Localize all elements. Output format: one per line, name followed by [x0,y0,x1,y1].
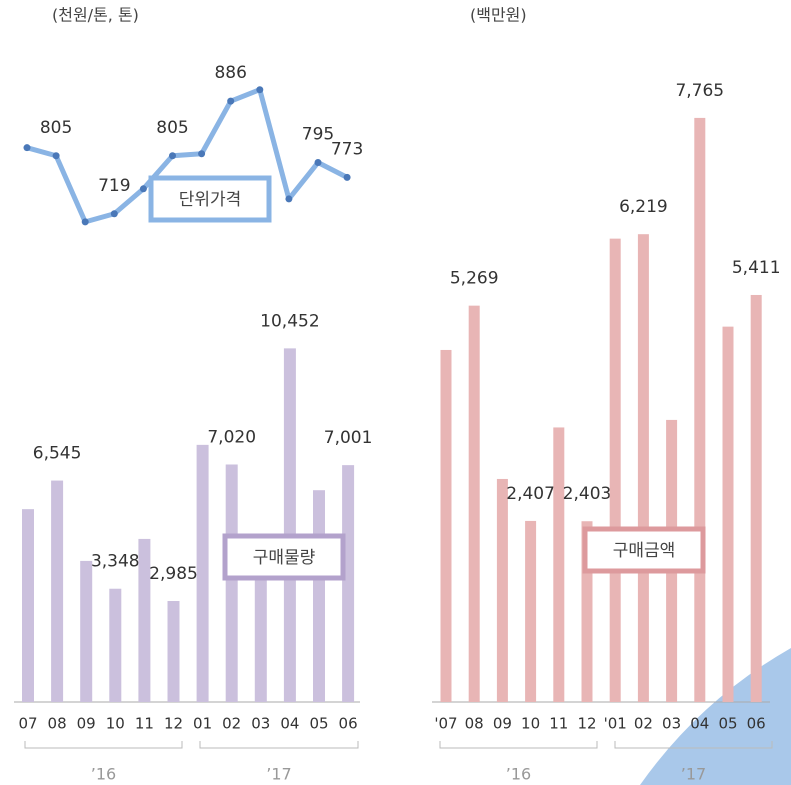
bar [313,490,325,702]
x-tick-label: 11 [549,715,568,733]
x-tick-label: 07 [18,715,37,733]
data-label: 2,407 [506,484,555,504]
data-label: 5,411 [732,258,781,278]
data-label: 6,219 [619,197,668,217]
point [315,159,322,166]
x-tick-label: 11 [135,715,154,733]
bar [469,306,480,702]
x-tick-label: 06 [747,715,766,733]
x-tick-label: '01 [604,715,627,733]
data-label: 7,001 [324,428,373,448]
data-label: 7,765 [675,81,724,101]
unit-label: (천원/톤, 톤) [52,6,139,25]
legend-label: 구매금액 [613,541,676,561]
point [53,152,60,159]
bar [80,561,92,702]
bar [694,118,705,702]
legend-label: 단위가격 [179,190,242,210]
group-label: ’17 [266,765,291,784]
x-tick-label: 04 [690,715,709,733]
bar [497,479,508,702]
x-tick-label: 02 [634,715,653,733]
bar [109,589,121,702]
bar [723,327,734,702]
bar [342,465,354,702]
data-label: 805 [156,118,188,138]
point [82,218,89,225]
data-label: 5,269 [450,269,499,289]
legend-label: 구매물량 [253,548,316,568]
group-brace [25,741,182,748]
group-label: ’17 [681,765,706,784]
bar [255,565,267,702]
x-tick-label: 12 [577,715,596,733]
bar [197,445,209,702]
bar [226,464,238,702]
x-tick-label: 03 [662,715,681,733]
bar [284,348,296,702]
data-label: 7,020 [207,427,256,447]
x-tick-label: '07 [434,715,457,733]
group-brace [440,741,597,748]
bar [168,601,180,702]
x-tick-label: 01 [193,715,212,733]
point [111,210,118,217]
x-tick-label: 03 [251,715,270,733]
x-tick-label: 10 [521,715,540,733]
x-tick-label: 09 [493,715,512,733]
data-label: 3,348 [91,552,140,572]
unit-label: (백만원) [470,6,527,25]
bar [610,239,621,702]
bar [441,350,452,702]
group-brace [200,741,358,748]
x-tick-label: 12 [164,715,183,733]
data-label: 10,452 [260,311,319,331]
bar [525,521,536,702]
x-tick-label: 06 [339,715,358,733]
point [227,98,234,105]
x-tick-label: 10 [106,715,125,733]
point [140,185,147,192]
x-tick-label: 08 [465,715,484,733]
point [344,174,351,181]
data-label: 773 [331,139,363,159]
data-label: 886 [214,63,246,83]
data-label: 795 [302,125,334,145]
data-label: 719 [98,176,130,196]
x-tick-label: 09 [77,715,96,733]
x-tick-label: 04 [280,715,299,733]
x-tick-label: 05 [718,715,737,733]
bar [553,427,564,702]
bar [638,234,649,702]
x-tick-label: 08 [48,715,67,733]
data-label: 805 [40,118,72,138]
data-label: 2,985 [149,564,198,584]
point [256,86,263,93]
bar [751,295,762,702]
data-label: 6,545 [33,444,82,464]
point [169,152,176,159]
page: (천원/톤, 톤) (백만원) 805 719 805 886 795773 단위가격 07… [0,0,791,785]
point [198,150,205,157]
bar [22,509,34,702]
x-tick-label: 02 [222,715,241,733]
point [24,144,31,151]
group-label: ’16 [91,765,116,784]
x-tick-label: 05 [309,715,328,733]
group-label: ’16 [506,765,531,784]
point [285,195,292,202]
data-label: 2,403 [563,484,612,504]
bar [51,481,63,702]
